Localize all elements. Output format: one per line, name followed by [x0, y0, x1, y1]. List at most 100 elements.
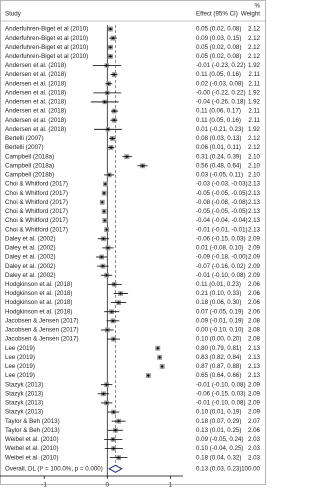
point-estimate [106, 127, 110, 131]
study-label: Choi & Whitford (2017) [5, 226, 68, 233]
weight-label: 2.07 [248, 418, 261, 425]
study-label: Andersen et al. (2018) [5, 108, 66, 115]
point-estimate [107, 82, 110, 86]
weight-label: 1.92 [248, 126, 261, 133]
weight-header: Weight [241, 11, 260, 18]
effect-label: -0.04 (-0.04, -0.04) [196, 217, 248, 224]
study-label: Campbell (2018a) [5, 153, 54, 160]
effect-label: 0.65 (0.64, 0.66) [196, 372, 241, 379]
effect-label: 0.21 (0.10, 0.33) [196, 290, 241, 297]
effect-label: -0.05 (-0.05, -0.05) [196, 190, 248, 197]
weight-label: 2.12 [248, 53, 261, 60]
point-estimate [102, 191, 106, 195]
study-label: Anderfuhren-Biget et al (2010) [5, 44, 88, 51]
overall-weight-label: 100.00 [241, 465, 260, 472]
study-label: Stazyk (2013) [5, 390, 43, 397]
effect-label: -0.08 (-0.08, -0.08) [196, 199, 248, 206]
study-label: Weibel et al. (2010) [5, 436, 59, 443]
weight-label: 2.13 [248, 226, 261, 233]
study-label: Stazyk (2013) [5, 400, 43, 407]
study-label: Andersen et al. (2018) [5, 117, 66, 124]
effect-label: 0.09 (-0.05, 0.24) [196, 436, 243, 443]
study-label: Lee (2019) [5, 345, 35, 352]
x-tick-label: 1 [169, 482, 173, 489]
study-label: Choi & Whitford (2017) [5, 181, 68, 188]
point-estimate [103, 182, 107, 186]
effect-label: -0.03 (-0.03, -0.03) [196, 181, 248, 188]
weight-label: 2.08 [248, 327, 261, 334]
study-label: Taylor & Beh (2013) [5, 427, 60, 434]
effect-label: -0.01 (-0.23, 0.22) [196, 62, 246, 69]
effect-label: 0.08 (0.03, 0.13) [196, 135, 241, 142]
effect-label: -0.00 (-0.22, 0.22) [196, 89, 246, 96]
study-label: Jacobsen & Jensen (2017) [5, 327, 79, 334]
effect-label: 0.11 (0.05, 0.16) [196, 117, 241, 124]
weight-label: 2.09 [248, 235, 261, 242]
point-estimate [141, 164, 145, 168]
weight-label: 2.09 [248, 390, 261, 397]
study-label: Anderfuhren-Biget et al (2010) [5, 53, 88, 60]
point-estimate [105, 401, 109, 405]
effect-label: 0.03 (-0.05, 0.11) [196, 172, 243, 179]
study-label: Andersen et al. (2018) [5, 99, 66, 106]
effect-label: 0.18 (0.06, 0.30) [196, 299, 241, 306]
study-label: Choi & Whitford (2017) [5, 208, 68, 215]
weight-label: 2.11 [248, 80, 260, 87]
study-label: Stazyk (2013) [5, 381, 43, 388]
weight-label: 2.13 [248, 372, 261, 379]
weight-label: 2.08 [248, 317, 261, 324]
point-estimate [112, 109, 116, 113]
study-label: Campbell (2018b) [5, 172, 54, 179]
point-estimate [117, 456, 121, 460]
point-estimate [112, 337, 115, 341]
effect-label: -0.01 (-0.10, 0.08) [196, 272, 246, 279]
point-estimate [111, 36, 115, 40]
study-label: Jacobsen & Jensen (2017) [5, 317, 79, 324]
study-label: Lee (2019) [5, 363, 35, 370]
study-label: Andersen et al. (2018) [5, 126, 66, 133]
point-estimate [109, 27, 112, 31]
effect-label: 0.05 (0.02, 0.08) [196, 44, 241, 51]
point-estimate [111, 438, 115, 441]
weight-label: 2.09 [248, 400, 261, 407]
point-estimate [100, 200, 104, 204]
weight-label: 2.06 [248, 290, 261, 297]
study-label: Lee (2019) [5, 354, 35, 361]
point-estimate [105, 328, 109, 332]
effect-label: -0.04 (-0.26, 0.18) [196, 99, 246, 106]
effect-label: 0.80 (0.79, 0.81) [196, 345, 241, 352]
effect-label: 0.09 (-0.01, 0.19) [196, 317, 243, 324]
point-estimate [106, 246, 110, 250]
overall-diamond [108, 464, 123, 473]
effect-label: 0.83 (0.82, 0.84) [196, 354, 241, 361]
study-label: Daley et al. (2002) [5, 245, 56, 252]
point-estimate [103, 100, 107, 104]
effect-label: -0.01 (-0.10, 0.08) [196, 381, 246, 388]
study-label: Taylor & Beh (2013) [5, 418, 60, 425]
point-estimate [146, 374, 150, 377]
effect-label: 0.13 (0.01, 0.25) [196, 427, 241, 434]
x-tick-label: 0 [106, 482, 110, 489]
study-label: Hodgkinson et al. (2018) [5, 281, 72, 288]
point-estimate [112, 447, 115, 450]
study-label: Stazyk (2013) [5, 409, 43, 416]
overall-label: Overall, DL (I² = 100.0%, p = 0.000) [5, 465, 103, 472]
effect-label: 0.31 (0.24, 0.39) [196, 153, 241, 160]
study-label: Weibel et al. (2010) [5, 445, 59, 452]
weight-label: 2.13 [248, 363, 261, 370]
point-estimate [112, 73, 116, 76]
point-estimate [160, 365, 164, 368]
weight-label: 2.12 [248, 135, 261, 142]
effect-label: -0.07 (-0.16, 0.02) [196, 263, 246, 270]
weight-label: 2.06 [248, 299, 261, 306]
point-estimate [109, 146, 113, 149]
study-label: Lee (2019) [5, 372, 35, 379]
effect-label: 0.01 (-0.21, 0.23) [196, 126, 243, 133]
effect-header: Effect (95% CI) [196, 11, 238, 18]
weight-label: 2.03 [248, 436, 261, 443]
point-estimate [105, 383, 109, 387]
weight-label: 2.12 [248, 26, 261, 33]
effect-label: 0.06 (0.01, 0.11) [196, 144, 241, 151]
study-label: Anderfuhren-Biget et al (2010) [5, 26, 88, 33]
weight-label: 2.12 [248, 144, 261, 151]
